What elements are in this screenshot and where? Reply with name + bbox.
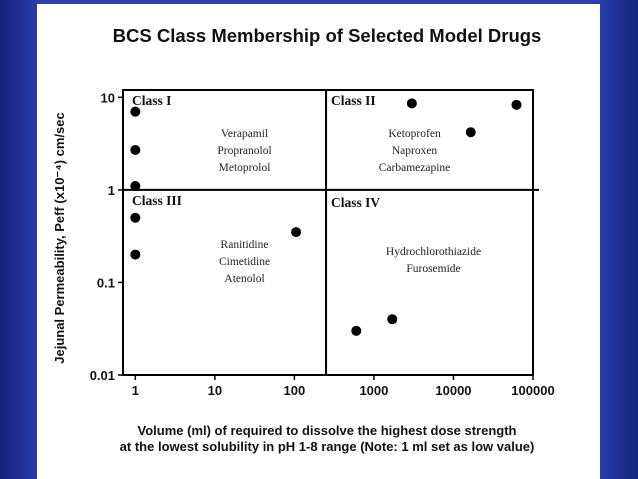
data-point-6 [291,227,302,238]
slide: BCS Class Membership of Selected Model D… [37,4,600,479]
data-point-11 [387,314,398,325]
drug-label: Carbamezapine [379,162,451,174]
x-tick-label-1: 10 [208,383,222,398]
x-tick-label-5: 100000 [511,383,554,398]
quadrant-label-2: Class II [331,93,376,108]
data-point-4 [130,212,141,223]
x-axis-label-line-1: Volume (ml) of required to dissolve the … [138,423,517,438]
data-point-1 [130,106,141,117]
data-point-7 [406,98,417,109]
drug-label: Hydrochlorothiazide [386,246,481,258]
quadrant-label-1: Class I [132,93,171,108]
drug-label: Cimetidine [219,256,270,268]
x-axis-label-line-2: at the lowest solubility in pH 1-8 range… [120,439,535,454]
drug-label: Furosemide [406,263,460,275]
x-tick-label-0: 1 [132,383,139,398]
data-point-5 [130,249,141,260]
quadrant-label-4: Class IV [331,195,380,210]
drug-label: Atenolol [224,273,264,285]
y-tick-label-2: 0.1 [97,275,115,290]
x-tick-label-4: 10000 [435,383,471,398]
data-point-8 [465,127,476,138]
y-tick-label-1: 1 [108,183,115,198]
quadrant-label-3: Class III [132,193,182,208]
plot-area: 1 10 100 1000 10000 100000 10 1 0.1 0.01 Class I Ve… [90,89,555,398]
drug-label: Naproxen [392,145,438,157]
drug-label: Ranitidine [221,239,269,251]
data-point-3 [130,181,141,192]
plot-frame [122,89,534,376]
y-tick-label-3: 0.01 [90,368,115,383]
drug-label: Verapamil [221,128,268,140]
data-point-10 [351,325,362,336]
drug-label: Ketoprofen [388,128,441,140]
data-point-9 [511,99,522,110]
data-point-2 [130,144,141,155]
drug-label: Metoprolol [219,162,271,174]
chart-title: BCS Class Membership of Selected Model D… [113,25,542,46]
y-axis-label: Jejunal Permeability, Peff (x10⁻⁴) cm/se… [52,112,67,364]
y-tick-label-0: 10 [101,90,115,105]
x-tick-label-2: 100 [284,383,306,398]
x-tick-label-3: 1000 [359,383,388,398]
drug-label: Propranolol [217,145,271,157]
bcs-chart: BCS Class Membership of Selected Model D… [52,25,555,454]
